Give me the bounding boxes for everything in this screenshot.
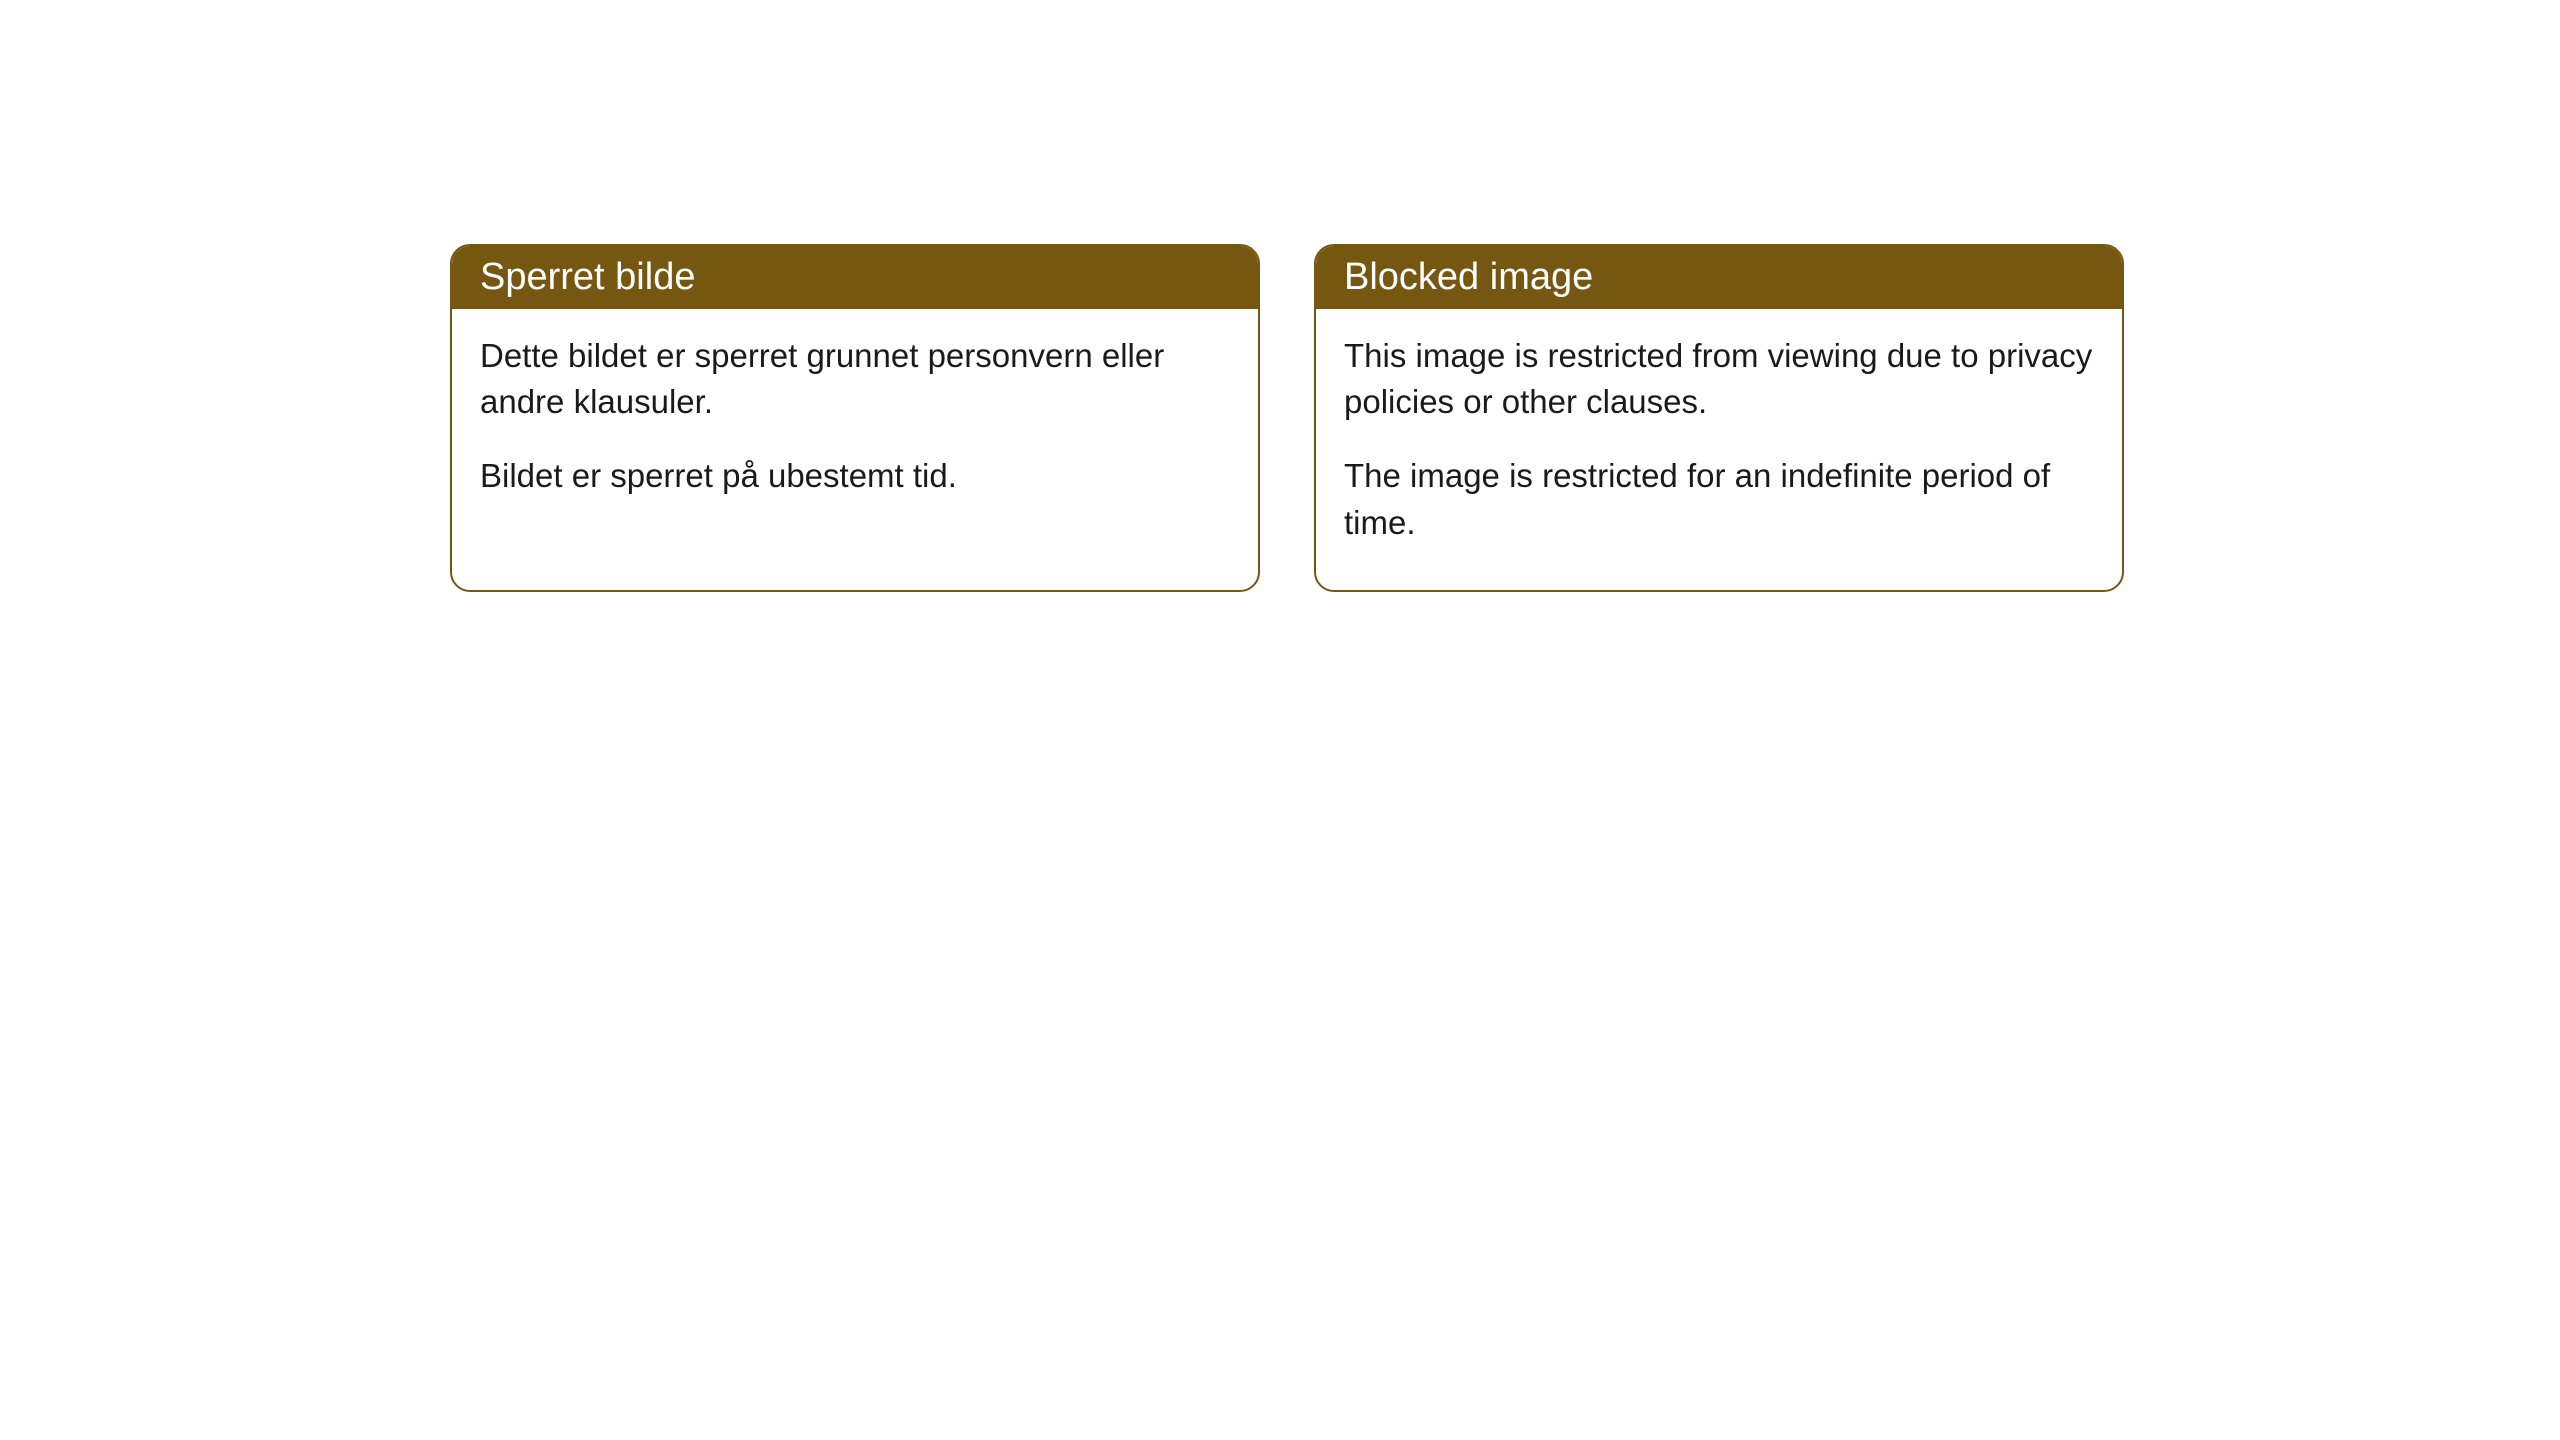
card-title-english: Blocked image [1344, 256, 1593, 298]
card-title-norwegian: Sperret bilde [480, 256, 695, 298]
card-paragraph-2-norwegian: Bildet er sperret på ubestemt tid. [480, 453, 1230, 499]
card-paragraph-1-english: This image is restricted from viewing du… [1344, 333, 2094, 425]
card-body-norwegian: Dette bildet er sperret grunnet personve… [452, 309, 1258, 544]
card-paragraph-1-norwegian: Dette bildet er sperret grunnet personve… [480, 333, 1230, 425]
card-header-english: Blocked image [1316, 246, 2122, 309]
blocked-image-card-english: Blocked image This image is restricted f… [1314, 244, 2124, 592]
card-paragraph-2-english: The image is restricted for an indefinit… [1344, 453, 2094, 545]
card-header-norwegian: Sperret bilde [452, 246, 1258, 309]
notice-cards-container: Sperret bilde Dette bildet er sperret gr… [450, 244, 2124, 592]
blocked-image-card-norwegian: Sperret bilde Dette bildet er sperret gr… [450, 244, 1260, 592]
card-body-english: This image is restricted from viewing du… [1316, 309, 2122, 590]
